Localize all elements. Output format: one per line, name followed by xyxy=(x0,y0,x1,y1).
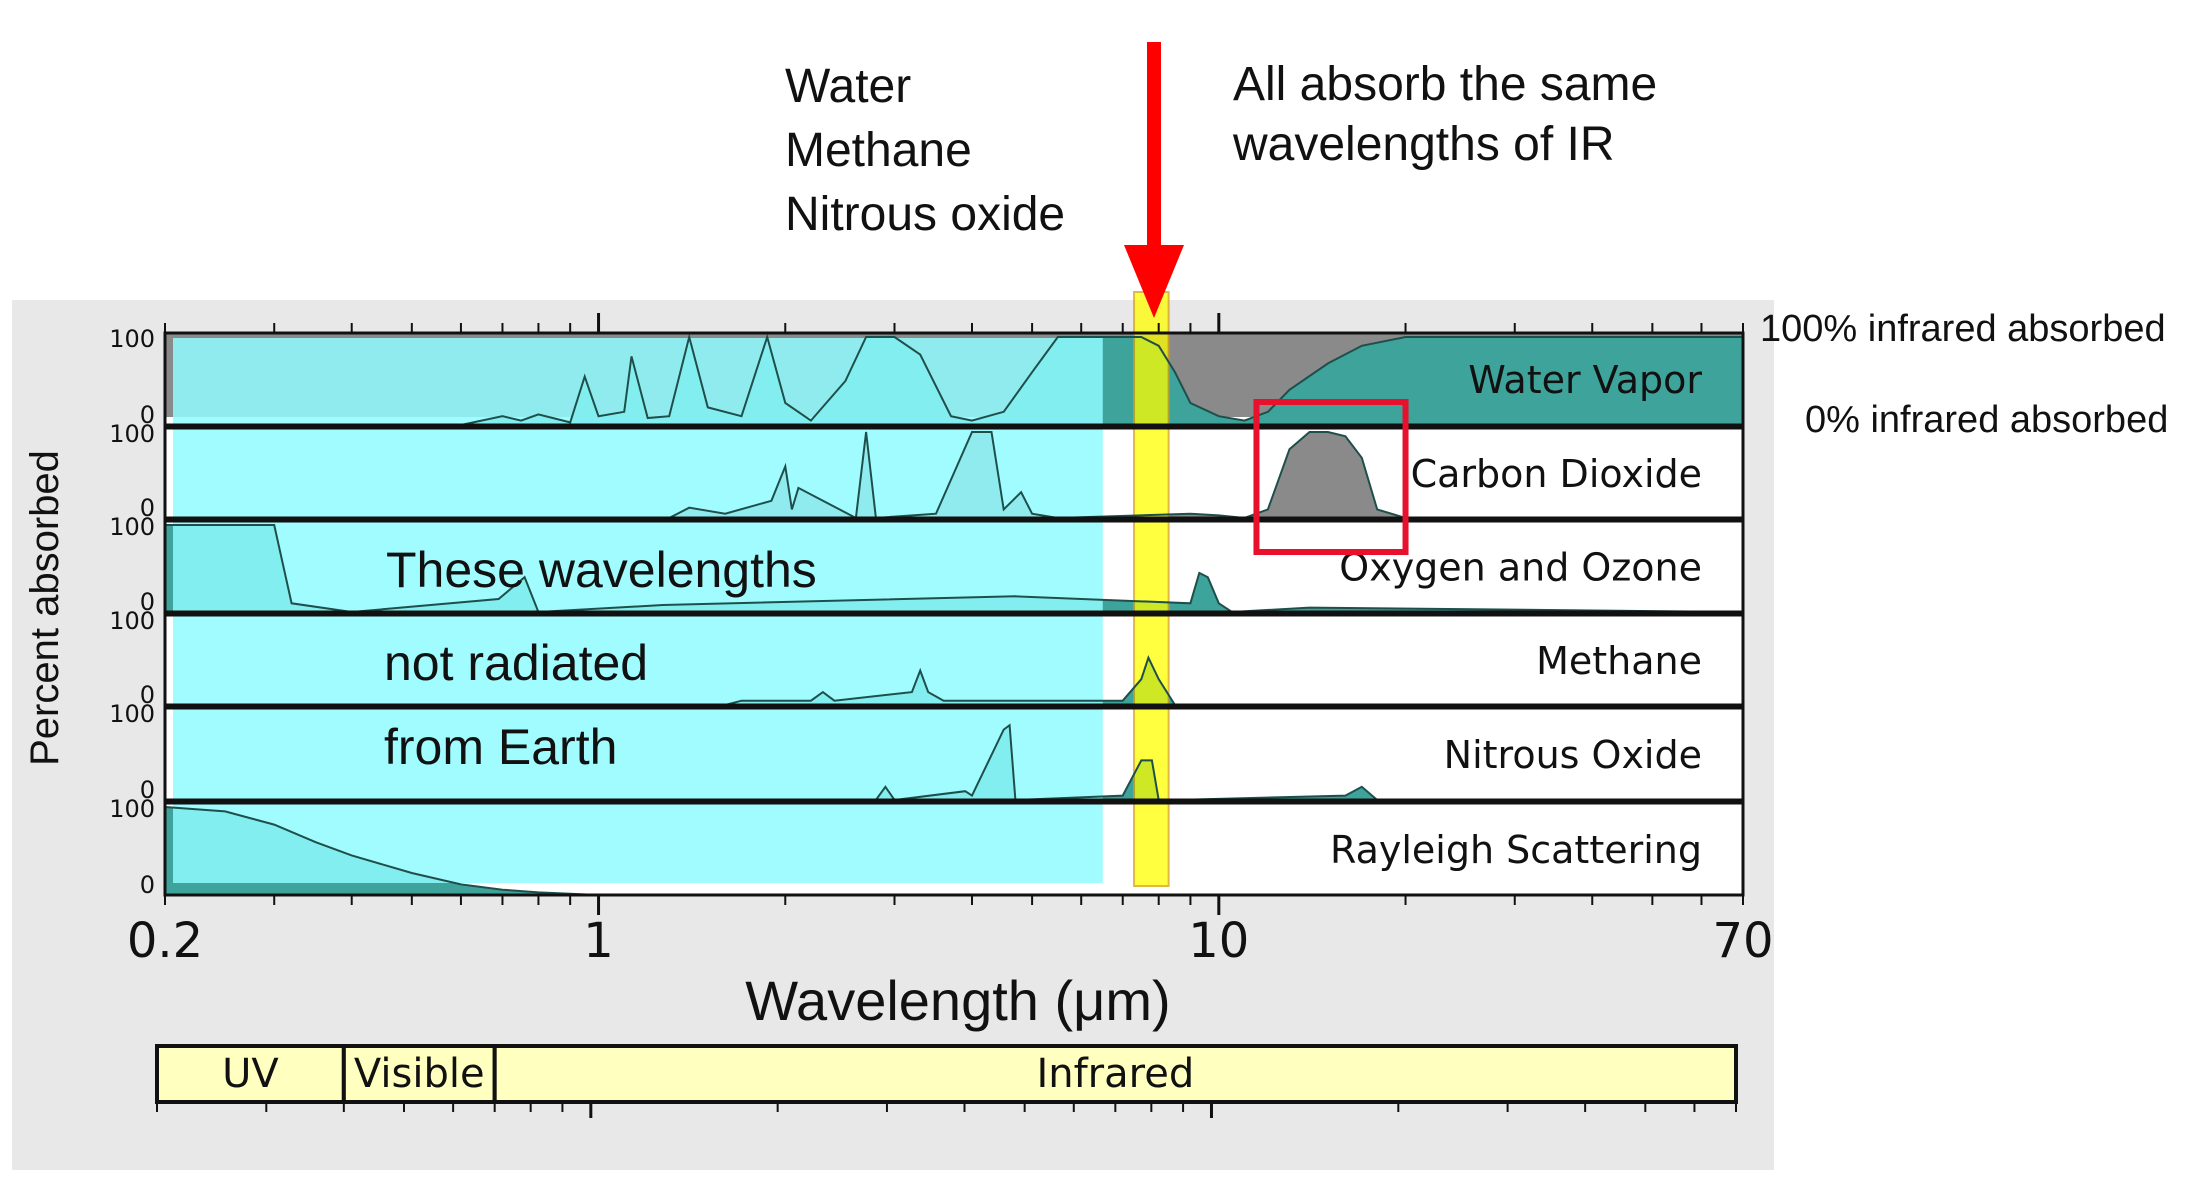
y-tick-label-0: 0 xyxy=(140,871,155,899)
annotation-not-radiated-line2: not radiated xyxy=(384,635,648,691)
red-arrow xyxy=(1124,42,1184,318)
x-tick-labels: 0.2 1 10 70 xyxy=(127,913,1774,969)
band-label-uv: UV xyxy=(222,1051,279,1097)
annotation-not-radiated-line3: from Earth xyxy=(384,719,617,775)
annotation-not-radiated-line1: These wavelengths xyxy=(386,542,817,598)
band-label-visible: Visible xyxy=(354,1051,485,1097)
y-tick-label-0: 0 xyxy=(140,494,155,522)
strip-frame-methane xyxy=(163,613,1745,707)
strip-frame-carbon-dioxide xyxy=(163,426,1745,520)
absorption-area-rayleigh-scattering xyxy=(165,807,1743,895)
co2-highlight-box xyxy=(1253,399,1409,555)
y-axis-label: Percent absorbed xyxy=(23,450,67,766)
annotation-gas-methane: Methane xyxy=(785,124,972,177)
y-tick-label-100: 100 xyxy=(109,325,155,353)
band-infrared xyxy=(492,1044,1738,1104)
axis-ticks xyxy=(164,313,1744,915)
x-tick-label: 0.2 xyxy=(127,913,203,969)
x-axis-label: Wavelength (μm) xyxy=(745,969,1170,1032)
absorption-line-rayleigh-scattering xyxy=(164,806,1743,896)
annotation-gas-water: Water xyxy=(785,60,911,113)
band-uv xyxy=(155,1044,346,1104)
y-tick-label-100: 100 xyxy=(109,607,155,635)
x-tick-label: 70 xyxy=(1712,913,1773,969)
strip-frame-rayleigh-scattering xyxy=(163,801,1745,897)
annotation-100-absorbed: 100% infrared absorbed xyxy=(1760,308,2166,350)
y-tick-label-100: 100 xyxy=(109,700,155,728)
y-tick-label-0: 0 xyxy=(140,776,155,804)
x-tick-label: 1 xyxy=(583,913,614,969)
annotation-same-ir-line1: All absorb the same xyxy=(1233,58,1657,111)
strip-frame-oxygen-and-ozone xyxy=(163,519,1745,614)
ir-window-highlight xyxy=(1133,291,1170,887)
series-label-water-vapor: Water Vapor xyxy=(1468,358,1702,402)
y-tick-label-0: 0 xyxy=(140,681,155,709)
series-label-nitrous-oxide: Nitrous Oxide xyxy=(1444,733,1702,777)
band-label-infrared: Infrared xyxy=(1036,1051,1194,1097)
y-tick-label-100: 100 xyxy=(109,513,155,541)
y-tick-label-100: 100 xyxy=(109,795,155,823)
absorption-line-water-vapor xyxy=(165,333,1743,426)
strip-frame-water-vapor xyxy=(163,331,1745,427)
strip-frame-nitrous-oxide xyxy=(163,706,1745,802)
series-label-rayleigh-scattering: Rayleigh Scattering xyxy=(1330,828,1702,872)
y-tick-label-0: 0 xyxy=(140,401,155,429)
strip-frames xyxy=(163,331,1745,897)
absorption-line-oxygen-and-ozone xyxy=(165,524,1744,614)
series-label-carbon-dioxide: Carbon Dioxide xyxy=(1411,452,1702,496)
y-tick-label-0: 0 xyxy=(140,588,155,616)
annotation-same-ir-line2: wavelengths of IR xyxy=(1232,118,1615,171)
y-tick-label-100: 100 xyxy=(109,420,155,448)
annotation-0-absorbed: 0% infrared absorbed xyxy=(1805,399,2168,441)
absorption-line-nitrous-oxide xyxy=(165,723,1743,802)
annotation-gas-nitrous-oxide: Nitrous oxide xyxy=(785,188,1065,241)
absorption-line-carbon-dioxide xyxy=(165,431,1743,520)
spectrum-band-bar: UV Visible Infrared xyxy=(155,1044,1738,1118)
series-label-methane: Methane xyxy=(1536,639,1702,683)
x-tick-label: 10 xyxy=(1188,913,1249,969)
absorption-outlines xyxy=(164,333,1744,896)
absorption-line-methane xyxy=(165,655,1743,706)
